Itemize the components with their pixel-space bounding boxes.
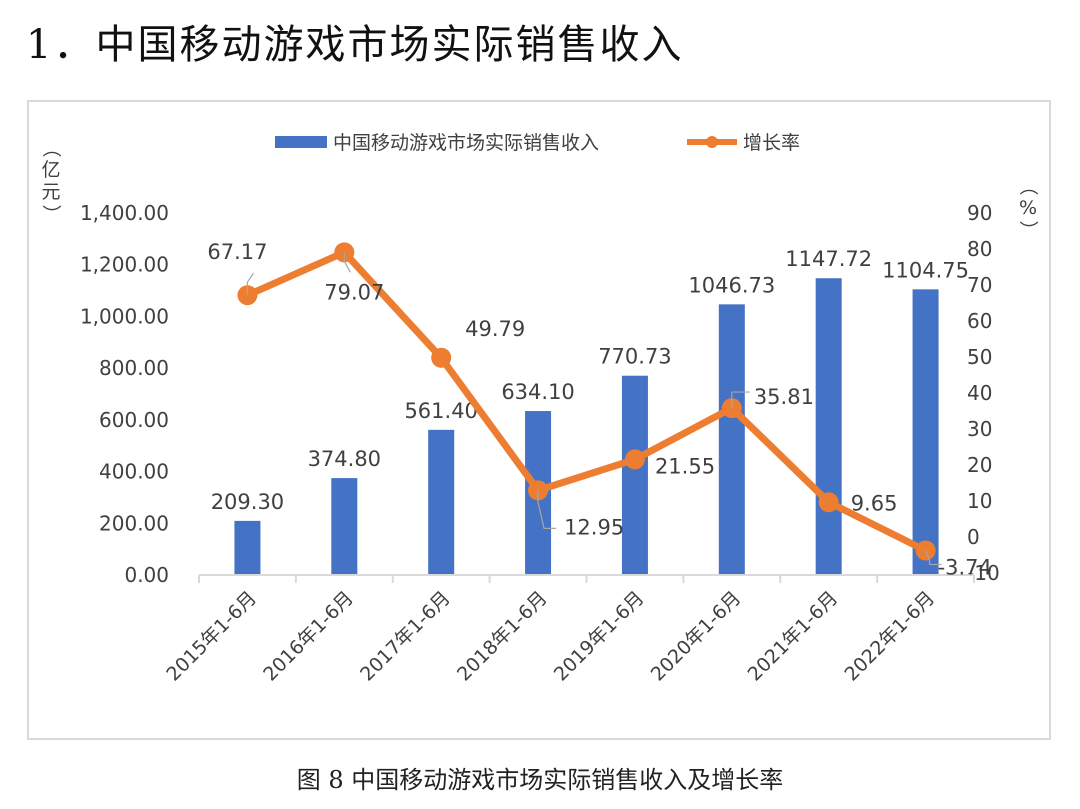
y-tick-label: 0.00 — [124, 563, 169, 587]
growth-value-label: 35.81 — [754, 385, 814, 409]
y-axis-title-char: （ — [40, 138, 62, 157]
x-tick-label: 2015年1-6月 — [162, 587, 261, 686]
growth-value-label: 67.17 — [207, 240, 267, 264]
combo-chart: 中国移动游戏市场实际销售收入增长率（亿元）（%）（%）0.00200.00400… — [40, 132, 1039, 686]
bar-value-label: 770.73 — [598, 345, 671, 369]
x-tick-label: 2019年1-6月 — [550, 587, 649, 686]
figure-caption: 图 8 中国移动游戏市场实际销售收入及增长率 — [296, 766, 784, 794]
growth-point — [818, 492, 839, 513]
y2-tick-label: 50 — [967, 345, 992, 369]
bar-value-label: 634.10 — [501, 380, 574, 404]
x-tick-label: 2017年1-6月 — [356, 587, 455, 686]
growth-value-label: 12.95 — [564, 515, 624, 539]
growth-value-label: -3.74 — [938, 555, 992, 579]
bar-value-label: 374.80 — [308, 447, 381, 471]
bar — [718, 304, 745, 575]
bar — [428, 429, 455, 575]
growth-label-leader — [537, 490, 557, 529]
x-tick-label: 2018年1-6月 — [453, 587, 552, 686]
y-tick-label: 1,200.00 — [80, 253, 169, 277]
growth-label-leader — [731, 391, 750, 409]
y2-tick-label: -10 — [967, 561, 1000, 585]
y-tick-label: 400.00 — [99, 460, 169, 484]
growth-value-label: 79.07 — [324, 280, 384, 304]
x-tick-label: 2021年1-6月 — [744, 587, 843, 686]
y2-tick-label: 80 — [967, 237, 992, 261]
y2-tick-label: 90 — [967, 201, 992, 225]
chart-frame: 中国移动游戏市场实际销售收入增长率（亿元）（%）（%）0.00200.00400… — [27, 100, 1051, 740]
bar — [234, 520, 261, 575]
bar-value-label: 1147.72 — [785, 247, 872, 271]
bar — [815, 278, 842, 575]
growth-label-leader — [925, 550, 942, 566]
y2-tick-label: 40 — [967, 381, 992, 405]
growth-value-label: 21.55 — [655, 454, 715, 478]
legend-label-bar: 中国移动游戏市场实际销售收入 — [333, 132, 599, 154]
growth-value-label: 9.65 — [851, 491, 898, 515]
legend-swatch-bar — [275, 136, 327, 148]
legend-marker-line — [706, 136, 718, 148]
bar-value-label: 561.40 — [404, 399, 477, 423]
growth-label-leader — [343, 252, 351, 273]
y-tick-label: 200.00 — [99, 511, 169, 535]
bar — [621, 375, 648, 575]
growth-label-leader — [246, 272, 254, 296]
growth-value-label: 49.79 — [465, 317, 525, 341]
y-tick-label: 600.00 — [99, 408, 169, 432]
y-tick-label: 800.00 — [99, 356, 169, 380]
y2-tick-label: 20 — [967, 453, 992, 477]
legend-label-line: 增长率 — [743, 132, 800, 154]
y2-axis-title-char: ） — [1017, 220, 1039, 239]
x-tick-label: 2022年1-6月 — [841, 587, 940, 686]
y2-tick-label: 60 — [967, 309, 992, 333]
y2-tick-label: 0 — [967, 525, 980, 549]
bar-value-label: 1104.75 — [882, 258, 969, 282]
bar — [331, 478, 358, 575]
y-tick-label: 1,000.00 — [80, 304, 169, 328]
y-axis-title-char: 元 — [41, 181, 60, 203]
y-tick-label: 1,400.00 — [80, 201, 169, 225]
bar-value-label: 209.30 — [211, 490, 284, 514]
y2-axis-title-char: % — [1019, 197, 1037, 219]
growth-line — [243, 248, 930, 554]
growth-point — [624, 449, 645, 470]
bar-value-label: 1046.73 — [688, 273, 775, 297]
x-tick-label: 2020年1-6月 — [647, 587, 746, 686]
y-axis-title-char: 亿 — [41, 159, 60, 181]
y2-tick-label: 10 — [967, 489, 992, 513]
page-heading: 1．中国移动游戏市场实际销售收入 — [26, 22, 684, 68]
bar — [912, 289, 939, 575]
y-axis-title-char: ） — [40, 204, 62, 223]
growth-point — [431, 347, 452, 368]
y2-tick-label: 30 — [967, 417, 992, 441]
x-tick-label: 2016年1-6月 — [259, 587, 358, 686]
y2-tick-label: 70 — [967, 273, 992, 297]
y2-axis-title-char: （ — [1017, 176, 1039, 195]
